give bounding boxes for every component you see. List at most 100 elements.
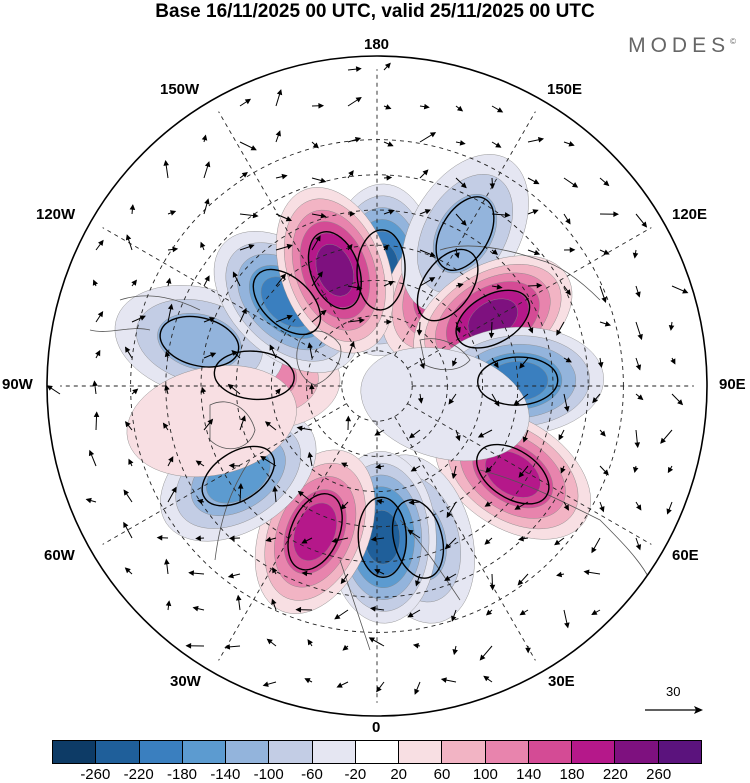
lon-label-30w: 30W [170, 673, 201, 690]
wind-vector-head [359, 317, 365, 324]
wind-vector-head [429, 251, 436, 257]
wind-vector-head [167, 303, 174, 310]
wind-vector-head [297, 490, 304, 497]
wind-vector-head [496, 284, 503, 290]
wind-vector-head [307, 342, 313, 349]
wind-vector-head [312, 142, 319, 149]
wind-vector-head [123, 489, 130, 496]
wind-vector-head [269, 344, 275, 351]
wind-vector-head [604, 321, 612, 327]
wind-vector-head [599, 430, 606, 437]
colorbar-swatch [269, 741, 313, 763]
wind-vector-head [429, 132, 437, 138]
wind-vector-head [250, 145, 257, 151]
wind-vector-head [165, 277, 172, 284]
streamline [356, 229, 406, 311]
wind-vector-head [440, 677, 447, 683]
wind-vector-head [484, 501, 491, 507]
lat-lon-graticule [60, 69, 694, 703]
wind-vector-head [457, 282, 464, 289]
wind-vector-head [407, 612, 414, 618]
latitude-circle [341, 350, 413, 422]
wind-vector-head [601, 296, 607, 303]
lon-label-60e: 60E [672, 547, 699, 564]
wind-vector-head [272, 485, 278, 492]
wind-vector-head [209, 317, 216, 323]
colorbar-swatch [615, 741, 659, 763]
meridian-line [218, 416, 360, 661]
wind-vector-head [200, 241, 206, 248]
wind-vector-head [565, 357, 572, 363]
wind-vector-head [240, 415, 246, 422]
wind-vector-head [637, 333, 643, 341]
colorbar-tick-label: -260 [80, 766, 111, 783]
colorbar-tick-label: 180 [559, 766, 585, 783]
streamline [455, 289, 531, 349]
wind-vector-head [386, 175, 393, 181]
wind-vector-head [340, 462, 348, 468]
wind-vector-head [286, 314, 293, 321]
wind-vector-head [235, 594, 242, 601]
wind-vector-head [272, 567, 278, 574]
lon-label-60w: 60W [44, 547, 75, 564]
wind-vector-head [414, 688, 420, 695]
meridian-line [102, 227, 347, 369]
reference-vector-label: 30 [666, 684, 681, 699]
wind-vector-head [536, 282, 543, 289]
wind-vector-head [677, 399, 684, 406]
colorbar-swatch [139, 741, 183, 763]
colorbar-tick-label: -140 [210, 766, 241, 783]
wind-vector-head [452, 360, 458, 367]
wind-vector-head [456, 105, 464, 112]
wind-vector-head [195, 460, 202, 466]
wind-vector-head [195, 535, 201, 542]
wind-vector-head [603, 249, 610, 255]
colorbar-tick-label: -180 [166, 766, 198, 783]
wind-vector-head [368, 637, 376, 643]
colorbar-swatch [572, 741, 616, 763]
wind-vector-head [488, 332, 495, 339]
wind-vector-head [85, 497, 92, 504]
colorbar-tick-label: 60 [433, 766, 451, 783]
wind-vector-head [275, 130, 281, 137]
streamline [213, 350, 295, 401]
wind-vector-head [459, 140, 466, 146]
wind-vector-head [489, 183, 496, 189]
wind-vector-head [227, 572, 234, 579]
wind-vector-head [388, 280, 395, 287]
wind-vector-head [248, 244, 255, 250]
wind-vector-head [355, 66, 362, 72]
wind-vector-head [264, 421, 272, 427]
wind-vector-head [168, 456, 174, 463]
wind-vector-head [224, 644, 231, 650]
wind-vector-head [522, 436, 529, 443]
wind-vector-head [204, 161, 211, 168]
wind-vector-head [491, 249, 498, 255]
wind-vector-head [349, 341, 355, 348]
colorbar-tick-label: -60 [301, 766, 323, 783]
colorbar-swatch [182, 741, 227, 763]
wind-vector-head [342, 644, 349, 651]
wind-vector-head [452, 649, 458, 656]
wind-vector-head [408, 432, 416, 439]
meridian-line [407, 227, 652, 369]
brand-mark: © [730, 37, 736, 46]
colorbar-tick-label: 260 [646, 766, 672, 783]
colorbar-tick-label: -20 [344, 766, 367, 783]
wind-vector-head [162, 422, 169, 429]
wind-vector-head [92, 279, 99, 286]
wind-vector-head [460, 219, 467, 226]
lon-label-0: 0 [372, 719, 381, 736]
lon-label-150w: 150W [160, 81, 200, 98]
wind-vector-head [668, 324, 675, 331]
wind-vector-head [349, 211, 356, 217]
meridian-line [394, 111, 536, 356]
wind-vector-head [454, 252, 460, 259]
streamline [201, 445, 275, 507]
lon-label-120e: 120E [672, 206, 708, 223]
wind-vector-head [124, 567, 131, 574]
wind-vector-head [164, 350, 171, 358]
wind-vector-head [93, 411, 100, 418]
wind-vector-head [374, 569, 381, 575]
wind-vector-head [228, 462, 235, 469]
